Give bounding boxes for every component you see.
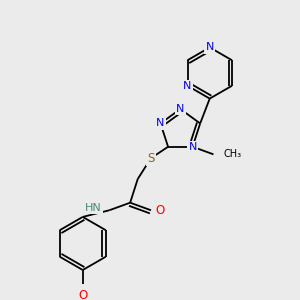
Text: S: S (147, 152, 155, 165)
Text: N: N (176, 104, 184, 114)
Text: N: N (156, 118, 165, 128)
Text: N: N (188, 142, 197, 152)
Text: HN: HN (85, 203, 102, 213)
Text: CH₃: CH₃ (224, 149, 242, 159)
Text: O: O (156, 204, 165, 217)
Text: O: O (78, 289, 87, 300)
Text: N: N (206, 42, 214, 52)
Text: N: N (183, 81, 192, 91)
